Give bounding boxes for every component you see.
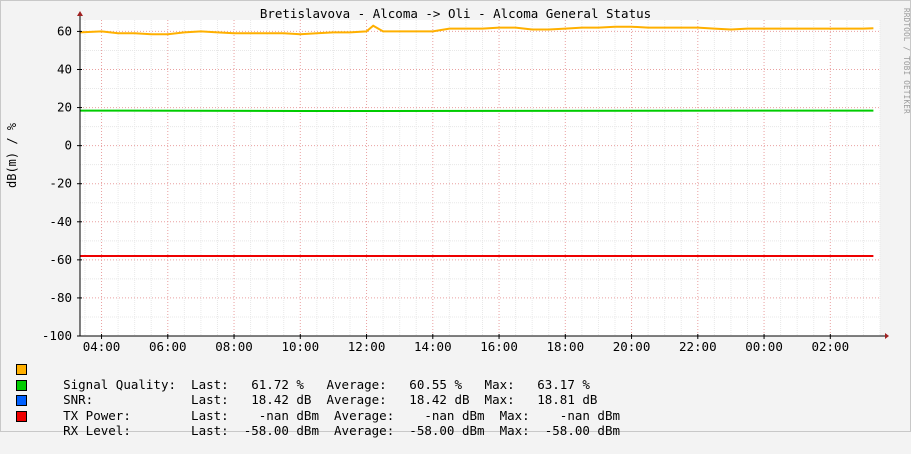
legend-row-tx-power: TX Power: Last: -nan dBm Average: -nan d… <box>16 392 620 408</box>
x-tick-label: 16:00 <box>480 339 518 354</box>
y-axis-arrow <box>77 11 83 16</box>
legend: Signal Quality: Last: 61.72 % Average: 6… <box>16 361 620 423</box>
x-tick-label: 08:00 <box>215 339 253 354</box>
x-tick-label: 14:00 <box>414 339 452 354</box>
y-tick-label: 60 <box>57 23 72 38</box>
legend-row-signal-quality: Signal Quality: Last: 61.72 % Average: 6… <box>16 361 620 377</box>
y-tick-label: 0 <box>64 138 72 153</box>
x-axis-arrow <box>885 333 889 339</box>
x-tick-label: 12:00 <box>348 339 386 354</box>
plot-area <box>80 20 880 336</box>
y-tick-label: 20 <box>57 100 72 115</box>
x-tick-label: 22:00 <box>679 339 717 354</box>
legend-row-snr: SNR: Last: 18.42 dB Average: 18.42 dB Ma… <box>16 377 620 393</box>
y-tick-label: -80 <box>49 290 72 305</box>
x-tick-label: 20:00 <box>613 339 651 354</box>
legend-swatch-snr <box>16 380 27 391</box>
x-tick-label: 10:00 <box>281 339 319 354</box>
legend-swatch-tx-power <box>16 395 27 406</box>
x-tick-label: 02:00 <box>811 339 849 354</box>
legend-swatch-signal-quality <box>16 364 27 375</box>
legend-row-rx-level: RX Level: Last: -58.00 dBm Average: -58.… <box>16 408 620 424</box>
y-tick-label: -40 <box>49 214 72 229</box>
x-tick-label: 00:00 <box>745 339 783 354</box>
y-tick-label: -20 <box>49 176 72 191</box>
y-tick-label: 40 <box>57 61 72 76</box>
x-tick-label: 06:00 <box>149 339 187 354</box>
y-tick-label: -60 <box>49 252 72 267</box>
x-tick-label: 04:00 <box>83 339 121 354</box>
x-tick-label: 18:00 <box>546 339 584 354</box>
legend-text-rx-level: RX Level: Last: -58.00 dBm Average: -58.… <box>63 423 620 438</box>
y-tick-label: -100 <box>42 328 72 343</box>
legend-swatch-rx-level <box>16 411 27 422</box>
